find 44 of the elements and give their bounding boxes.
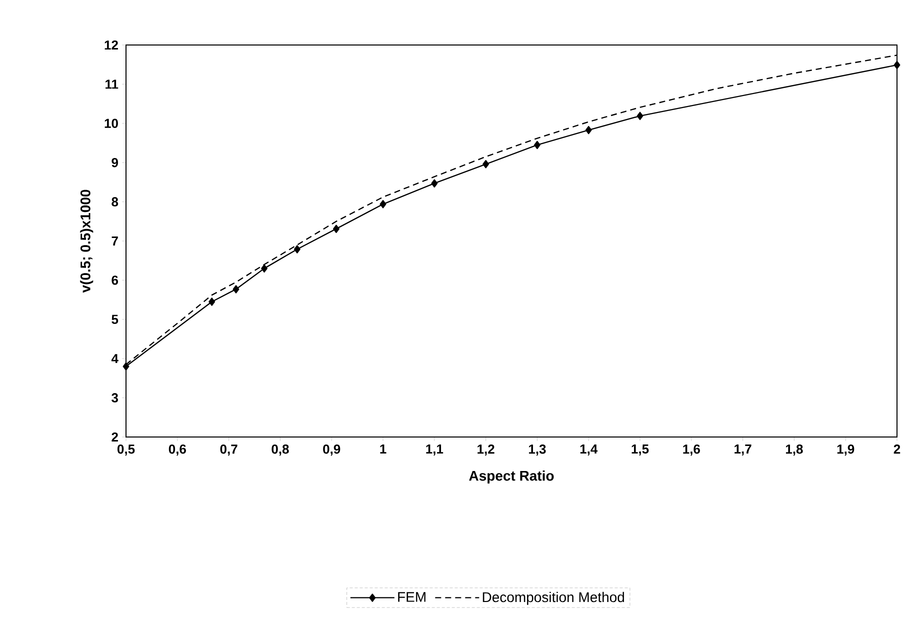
- point: [333, 224, 340, 233]
- x-tick-label: 1,7: [734, 444, 752, 456]
- y-tick-label: 8: [112, 197, 118, 206]
- point: [894, 60, 900, 70]
- x-axis-title: Aspect Ratio: [469, 470, 554, 484]
- point: [636, 112, 644, 120]
- y-tick-label: 12: [104, 40, 118, 50]
- y-axis-title: v(0.5; 0.5)x1000: [80, 190, 94, 293]
- y-tick-label: 4: [111, 354, 118, 364]
- x-tick-label: 1,6: [683, 444, 700, 456]
- point: [585, 126, 592, 134]
- point: [431, 179, 438, 188]
- x-tick-label: 1,1: [426, 444, 444, 456]
- point: [534, 140, 540, 150]
- y-tick-label: 11: [106, 80, 118, 89]
- y-tick-label: 2: [112, 432, 118, 442]
- y-tick-label: 5: [112, 314, 118, 324]
- legend-label: FEM: [398, 592, 426, 602]
- point: [261, 264, 268, 273]
- point: [482, 160, 490, 168]
- y-tick-label: 6: [112, 276, 118, 285]
- legend-label: Decomposition Method: [482, 592, 624, 605]
- x-tick-label: 0,8: [272, 444, 289, 456]
- x-tick-label: 1,9: [837, 444, 854, 456]
- x-tick-label: 1,5: [632, 444, 649, 456]
- x-tick-label: 1: [380, 444, 386, 454]
- x-tick-label: 1,3: [528, 444, 546, 456]
- x-tick-label: 1,4: [580, 444, 598, 456]
- y-tick-label: 3: [112, 393, 118, 402]
- x-tick-label: 0,5: [117, 444, 135, 456]
- x-tick-label: 0,6: [168, 444, 186, 456]
- x-tick-label: 1,8: [786, 444, 803, 456]
- x-tick-label: 1,2: [478, 444, 494, 456]
- point: [208, 298, 216, 306]
- y-tick-label: 9: [112, 158, 118, 168]
- point: [380, 200, 386, 208]
- point: [232, 285, 240, 294]
- x-tick-label: 0,9: [323, 444, 340, 456]
- y-tick-label: 10: [104, 118, 118, 128]
- point: [294, 245, 300, 254]
- point: [122, 362, 130, 371]
- x-tick-label: 0,7: [220, 444, 238, 456]
- y-tick-label: 7: [112, 236, 118, 246]
- x-tick-label: 2: [894, 444, 900, 454]
